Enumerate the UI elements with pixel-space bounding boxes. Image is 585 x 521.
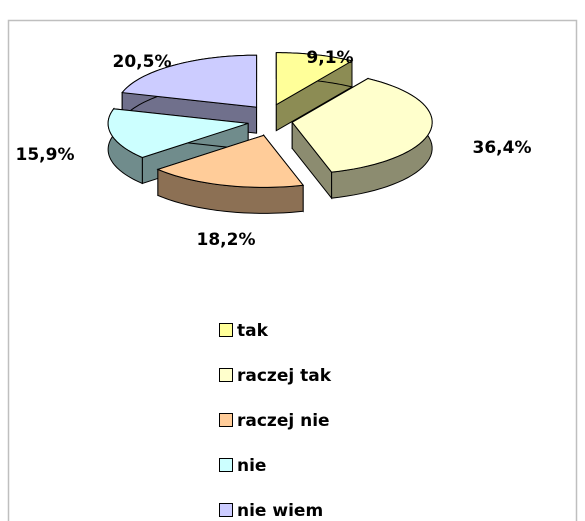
data-label: 15,9% [16, 145, 75, 165]
data-label: 18,2% [197, 230, 256, 250]
data-label: 36,4% [473, 138, 532, 158]
legend-swatch [219, 458, 233, 472]
legend-label: raczej tak [237, 366, 332, 386]
pie-slice [291, 77, 433, 173]
legend-label: tak [237, 321, 269, 341]
data-label: 20,5% [113, 52, 172, 72]
data-label: 9,1% [306, 48, 353, 68]
pie-slice-group [291, 77, 433, 200]
legend-label: nie wiem [237, 501, 323, 521]
legend-swatch [219, 368, 233, 382]
pie-slice-group [156, 133, 305, 214]
legend-swatch [219, 323, 233, 337]
pie-slice [107, 108, 249, 159]
pie-slice [156, 134, 305, 188]
legend-swatch [219, 413, 233, 427]
pie-slice-group [275, 52, 354, 132]
legend-label: nie [237, 456, 266, 476]
pie-slice [121, 54, 258, 108]
legend-swatch [219, 503, 233, 517]
legend-label: raczej nie [237, 411, 330, 431]
pie-slice [275, 52, 354, 106]
